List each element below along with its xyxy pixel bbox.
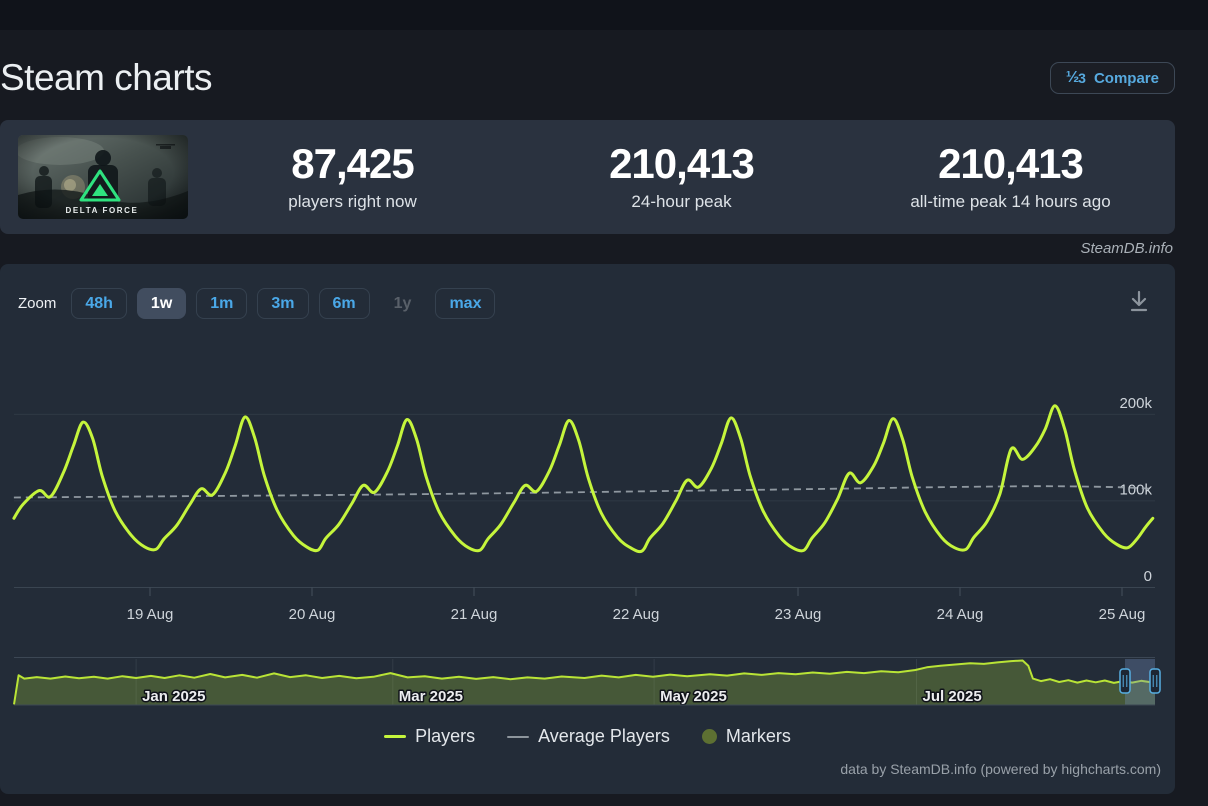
stat-current-players: 87,425 players right now — [188, 142, 517, 211]
x-axis-ticks — [149, 587, 1123, 596]
chart-panel: Zoom 48h 1w 1m 3m 6m 1y max — [0, 264, 1175, 794]
players-swatch — [384, 735, 407, 738]
compare-button-label: Compare — [1093, 69, 1159, 87]
legend-item-players[interactable]: Players — [384, 726, 475, 747]
download-icon — [1130, 290, 1148, 312]
24h-peak-label: 24-hour peak — [631, 191, 732, 211]
navigator-series-line — [13, 659, 1156, 705]
stat-alltime-peak: 210,413 all-time peak 14 hours ago — [846, 142, 1175, 211]
navigator-gridlines — [135, 659, 917, 705]
svg-text:21 Aug: 21 Aug — [451, 606, 498, 623]
top-navigation-bar — [0, 0, 1208, 30]
steamdb-watermark: SteamDB.info — [1080, 240, 1173, 257]
svg-text:0: 0 — [1144, 568, 1152, 585]
delta-force-logo — [79, 169, 121, 202]
chart-credits[interactable]: data by SteamDB.info (powered by highcha… — [840, 761, 1161, 777]
alltime-peak-value: 210,413 — [938, 140, 1084, 188]
y-gridlines — [14, 413, 1155, 588]
svg-text:May 2025: May 2025 — [660, 688, 727, 705]
alltime-peak-label: all-time peak 14 hours ago — [910, 191, 1111, 211]
navigator-month-labels: Jan 2025 Mar 2025 May 2025 Jul 2025 — [141, 687, 984, 707]
svg-text:25 Aug: 25 Aug — [1099, 606, 1146, 623]
range-button-1y[interactable]: 1y — [380, 288, 426, 319]
legend-markers-label: Markers — [725, 726, 791, 746]
chart-legend: Players Average Players Markers — [0, 726, 1175, 747]
current-players-label: players right now — [288, 191, 417, 211]
navigator-series-fill — [14, 660, 1155, 705]
zoom-label: Zoom — [18, 295, 57, 313]
page-title: Steam charts — [0, 57, 212, 98]
legend-average-players-label: Average Players — [538, 726, 670, 746]
svg-text:24 Aug: 24 Aug — [937, 606, 984, 623]
24h-peak-value: 210,413 — [609, 140, 755, 188]
average-players-line — [13, 485, 1153, 499]
svg-text:23 Aug: 23 Aug — [775, 606, 822, 623]
x-axis-labels: 19 Aug 20 Aug 21 Aug 22 Aug 23 Aug 24 Au… — [127, 606, 1146, 623]
range-button-1w[interactable]: 1w — [136, 288, 187, 320]
highcharts-chart: 200k 100k 0 19 Aug 20 Aug 21 Aug 22 Aug — [12, 395, 1161, 707]
players-line[interactable] — [12, 404, 1155, 554]
range-button-3m[interactable]: 3m — [257, 288, 309, 320]
range-button-6m[interactable]: 6m — [318, 288, 370, 320]
delta-force-artwork: DELTA FORCE — [18, 135, 188, 219]
current-players-value: 87,425 — [291, 140, 414, 188]
svg-text:20 Aug: 20 Aug — [289, 606, 336, 623]
range-button-48h[interactable]: 48h — [71, 288, 127, 320]
range-button-max[interactable]: max — [435, 288, 496, 320]
y-axis-labels: 200k 100k 0 — [1119, 395, 1152, 585]
stats-panel: DELTA FORCE 87,425 players right now 210… — [0, 120, 1175, 234]
markers-swatch — [701, 729, 717, 744]
svg-text:100k: 100k — [1119, 481, 1152, 498]
legend-item-markers[interactable]: Markers — [701, 726, 791, 747]
navigator-right-handle[interactable] — [1149, 668, 1161, 694]
legend-item-average-players[interactable]: Average Players — [507, 726, 670, 747]
svg-text:22 Aug: 22 Aug — [613, 606, 660, 623]
svg-text:Jul 2025: Jul 2025 — [923, 688, 982, 705]
navigator[interactable]: Jan 2025 Mar 2025 May 2025 Jul 2025 — [13, 657, 1161, 707]
stat-24h-peak: 210,413 24-hour peak — [517, 142, 846, 211]
stats-row: 87,425 players right now 210,413 24-hour… — [188, 142, 1175, 211]
range-button-1m[interactable]: 1m — [196, 288, 248, 320]
game-logo-text: DELTA FORCE — [65, 206, 138, 215]
svg-text:200k: 200k — [1119, 395, 1152, 412]
average-players-swatch — [507, 735, 530, 738]
download-chart-button[interactable] — [1121, 289, 1157, 318]
legend-players-label: Players — [415, 726, 476, 746]
svg-text:Jan 2025: Jan 2025 — [142, 688, 205, 705]
svg-text:19 Aug: 19 Aug — [127, 606, 174, 623]
game-capsule-image[interactable]: DELTA FORCE — [18, 135, 188, 219]
svg-text:Mar 2025: Mar 2025 — [399, 688, 463, 705]
navigator-left-handle[interactable] — [1119, 668, 1131, 694]
chart-toolbar: Zoom 48h 1w 1m 3m 6m 1y max — [18, 288, 1157, 320]
